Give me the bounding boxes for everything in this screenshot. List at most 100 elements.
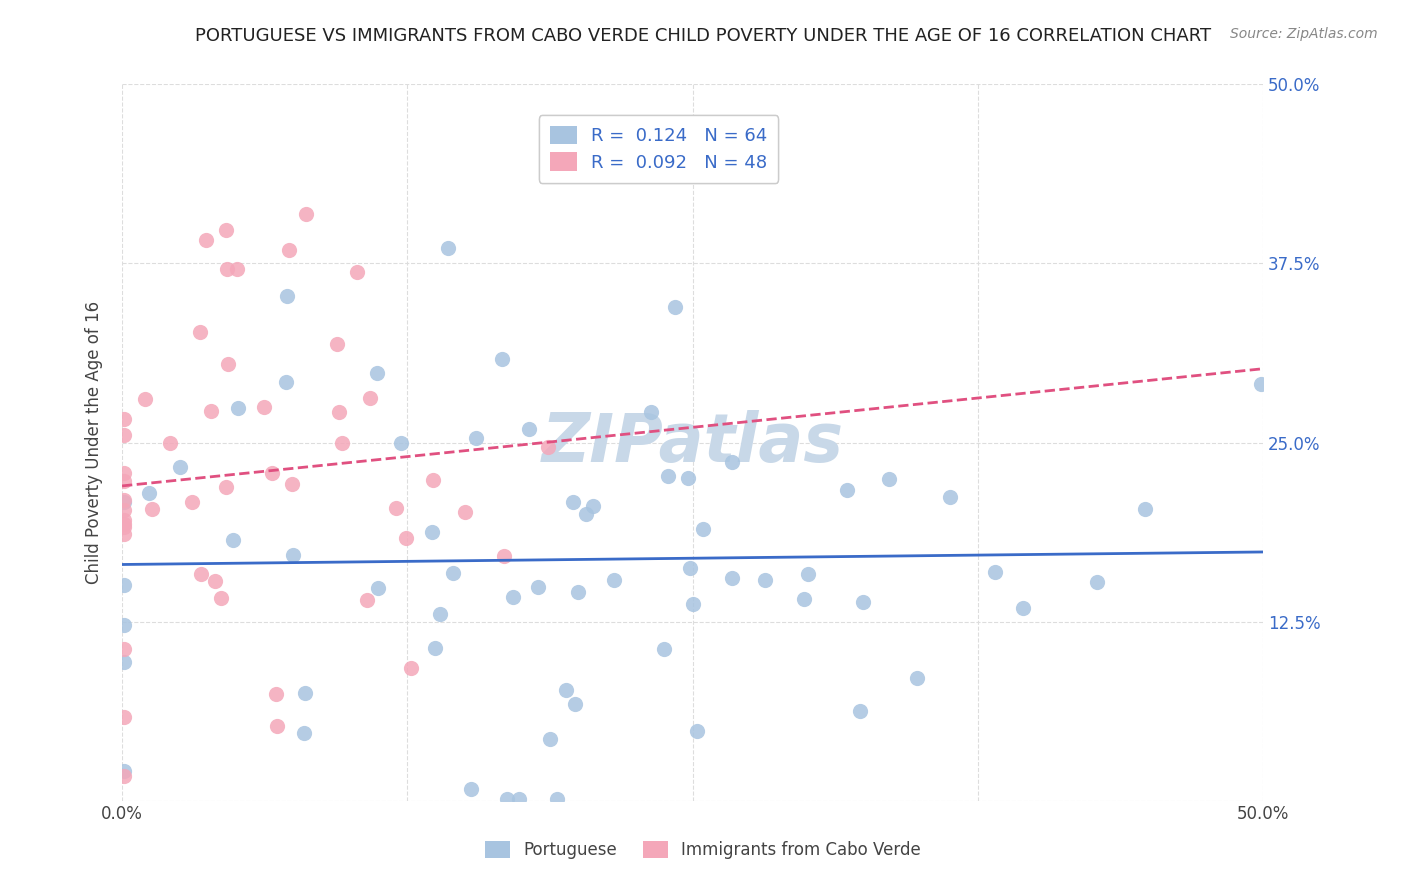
Point [112,641,135,656]
Point [294,207,316,221]
Point [112,520,135,534]
Point [664,301,686,315]
Point [112,517,135,532]
Point [200,404,222,418]
Point [420,525,443,540]
Point [330,436,353,450]
Point [266,718,288,732]
Point [112,475,135,489]
Point [502,590,524,604]
Point [389,436,412,450]
Point [582,500,605,514]
Point [422,474,444,488]
Point [905,672,928,686]
Point [112,513,135,527]
Point [686,724,709,739]
Point [112,428,135,442]
Point [217,357,239,371]
Text: PORTUGUESE VS IMMIGRANTS FROM CABO VERDE CHILD POVERTY UNDER THE AGE OF 16 CORRE: PORTUGUESE VS IMMIGRANTS FROM CABO VERDE… [195,27,1211,45]
Point [253,400,276,414]
Point [877,472,900,486]
Point [190,566,212,581]
Point [562,495,585,509]
Point [721,571,744,585]
Point [546,792,568,806]
Y-axis label: Child Poverty Under the Age of 16: Child Poverty Under the Age of 16 [86,301,103,584]
Point [326,337,349,351]
Point [984,566,1007,580]
Point [262,466,284,480]
Point [112,764,135,779]
Point [112,617,135,632]
Point [465,431,488,445]
Point [538,731,561,746]
Point [217,262,239,277]
Point [141,502,163,516]
Point [134,392,156,406]
Point [281,548,304,562]
Point [754,573,776,587]
Point [112,412,135,426]
Point [679,560,702,574]
Point [835,483,858,498]
Point [682,597,704,611]
Point [793,591,815,606]
Point [385,500,408,515]
Text: Source: ZipAtlas.com: Source: ZipAtlas.com [1230,27,1378,41]
Legend: R =  0.124   N = 64, R =  0.092   N = 48: R = 0.124 N = 64, R = 0.092 N = 48 [538,115,778,183]
Point [423,641,446,656]
Point [112,495,135,509]
Point [491,351,513,366]
Point [188,326,211,340]
Point [554,683,576,698]
Point [676,471,699,485]
Point [657,469,679,483]
Point [602,574,624,588]
Point [496,792,519,806]
Point [138,485,160,500]
Point [564,697,586,711]
Point [112,502,135,516]
Point [797,566,820,581]
Point [508,792,530,806]
Point [112,769,135,783]
Point [1085,575,1108,590]
Point [180,495,202,509]
Point [575,507,598,521]
Point [112,655,135,669]
Point [849,704,872,718]
Point [460,781,482,796]
Point [225,261,247,276]
Point [112,493,135,508]
Point [209,591,232,606]
Point [1012,601,1035,615]
Point [537,440,560,454]
Point [367,581,389,595]
Point [226,401,249,415]
Point [278,244,301,258]
Point [328,405,350,419]
Point [939,490,962,504]
Text: ZIPatlas: ZIPatlas [541,409,844,475]
Point [366,366,388,380]
Point [159,436,181,450]
Point [652,642,675,657]
Point [526,580,548,594]
Point [356,592,378,607]
Point [112,710,135,724]
Point [1133,502,1156,516]
Point [195,233,218,247]
Point [517,422,540,436]
Point [441,566,464,581]
Point [453,505,475,519]
Point [112,527,135,541]
Point [169,460,191,475]
Point [429,607,451,622]
Point [567,585,589,599]
Legend: Portuguese, Immigrants from Cabo Verde: Portuguese, Immigrants from Cabo Verde [479,834,927,866]
Point [281,476,304,491]
Point [112,578,135,592]
Point [399,661,422,675]
Point [640,404,662,418]
Point [221,533,243,547]
